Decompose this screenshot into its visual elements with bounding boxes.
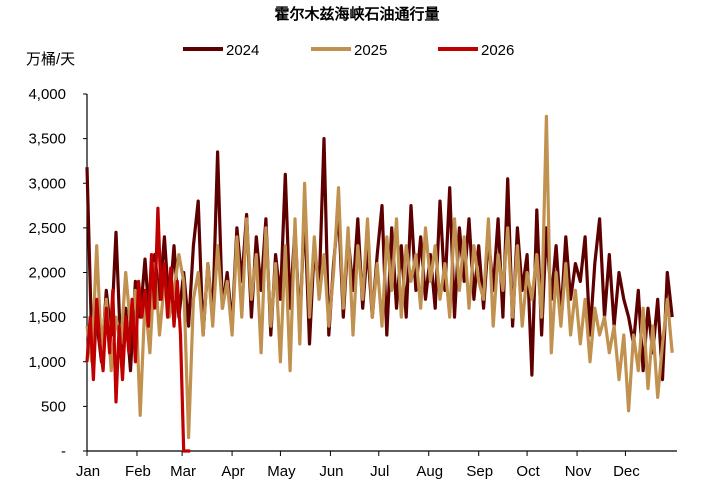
x-tick-label: Oct: [516, 463, 540, 480]
y-tick-label: 2,000: [28, 265, 66, 282]
x-tick-label: Jul: [370, 463, 389, 480]
y-tick-label: 4,000: [28, 86, 66, 103]
x-tick-label: Feb: [125, 463, 151, 480]
x-tick-label: May: [267, 463, 296, 480]
y-tick-label: 3,000: [28, 175, 66, 192]
x-tick-label: Jan: [76, 463, 100, 480]
x-tick-label: Jun: [319, 463, 343, 480]
series-line-2024: [85, 137, 674, 382]
x-tick-label: Apr: [221, 463, 244, 480]
series-lines: [85, 114, 674, 453]
series-line-2026: [85, 206, 191, 453]
y-tick-label: 1,500: [28, 309, 66, 326]
axes: - 500 1,000 1,500 2,000 2,500 3,000 3,500 4,000 J…: [28, 86, 677, 480]
y-tick-label: 1,000: [28, 354, 66, 371]
legend: 2024 2025 2026: [183, 42, 514, 59]
chart-title: 霍尔木兹海峡石油通行量: [274, 5, 439, 23]
x-tick-label: Dec: [613, 463, 640, 480]
y-axis-unit: 万桶/天: [26, 51, 75, 68]
legend-label-2026: 2026: [481, 42, 514, 59]
y-tick-label: 500: [41, 398, 66, 415]
x-tick-label: Nov: [565, 463, 592, 480]
x-tick-label: Mar: [170, 463, 196, 480]
x-tick-label: Aug: [416, 463, 443, 480]
legend-label-2024: 2024: [226, 42, 259, 59]
y-tick-label: 3,500: [28, 131, 66, 148]
x-tick-label: Sep: [466, 463, 493, 480]
legend-label-2025: 2025: [354, 42, 387, 59]
y-tick-label: -: [61, 443, 66, 460]
y-tick-label: 2,500: [28, 220, 66, 237]
series-line-2025: [85, 114, 674, 440]
